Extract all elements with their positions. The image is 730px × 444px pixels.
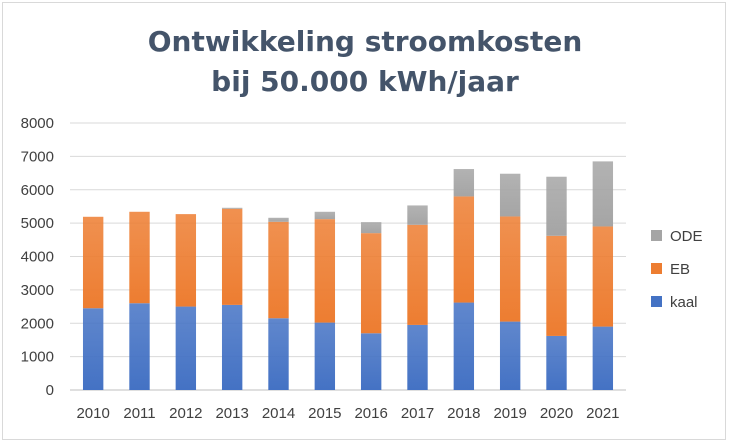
x-tick-label: 2011	[123, 405, 155, 422]
chart-title-line1: Ontwikkeling stroomkosten	[147, 25, 583, 58]
x-tick-label: 2018	[447, 405, 480, 422]
y-tick-label: 7000	[21, 148, 54, 165]
y-tick-label: 8000	[21, 115, 54, 132]
x-tick-label: 2020	[540, 405, 573, 422]
bar-segment-kaal	[360, 333, 382, 390]
y-tick-label: 0	[46, 382, 54, 399]
bar-segment-kaal	[82, 308, 104, 390]
legend-swatch-EB	[651, 263, 662, 274]
x-tick-label: 2016	[354, 405, 387, 422]
bar-segment-EB	[499, 216, 521, 322]
bar-segment-EB	[221, 208, 243, 305]
x-tick-label: 2013	[215, 405, 248, 422]
bar-segment-kaal	[546, 335, 567, 390]
bar-segment-kaal	[592, 326, 614, 390]
y-tick-label: 5000	[21, 215, 54, 232]
bar-segment-EB	[360, 233, 382, 334]
y-tick-label: 6000	[21, 182, 54, 199]
x-tick-label: 2010	[76, 405, 109, 422]
bar-segment-ODE	[592, 161, 614, 227]
bar-segment-kaal	[221, 304, 243, 390]
bar-segment-ODE	[453, 169, 475, 197]
legend-label: kaal	[670, 294, 698, 311]
bar-segment-ODE	[314, 211, 336, 220]
x-tick-label: 2017	[401, 405, 434, 422]
bar-segment-EB	[546, 235, 567, 336]
y-tick-label: 1000	[21, 349, 54, 366]
bar-segment-kaal	[499, 321, 521, 390]
x-tick-label: 2019	[493, 405, 526, 422]
bar-segment-EB	[175, 214, 197, 307]
bar-segment-kaal	[175, 306, 197, 390]
bar-segment-kaal	[268, 318, 289, 390]
legend-swatch-ODE	[651, 230, 662, 241]
x-tick-label: 2015	[308, 405, 341, 422]
bar-segment-ODE	[499, 173, 521, 217]
y-tick-label: 4000	[21, 249, 54, 266]
bar-segment-EB	[82, 216, 104, 309]
chart-title: Ontwikkeling stroomkosten bij 50.000 kWh…	[0, 22, 730, 102]
bar-segment-EB	[129, 211, 150, 304]
bar-segment-EB	[314, 219, 336, 323]
bar-segment-kaal	[453, 302, 475, 390]
bar-segment-EB	[407, 224, 428, 325]
chart-title-line2: bij 50.000 kWh/jaar	[211, 65, 519, 98]
bar-segment-kaal	[407, 324, 428, 390]
y-tick-label: 3000	[21, 282, 54, 299]
bar-segment-EB	[268, 221, 289, 319]
bar-segment-EB	[592, 226, 614, 327]
bar-segment-ODE	[407, 205, 428, 225]
legend-label: ODE	[670, 228, 703, 245]
legend-label: EB	[670, 261, 690, 278]
y-tick-label: 2000	[21, 315, 54, 332]
bar-segment-ODE	[546, 176, 567, 236]
bar-segment-EB	[453, 196, 475, 303]
bar-segment-kaal	[314, 322, 336, 390]
x-tick-label: 2014	[262, 405, 295, 422]
bar-segment-ODE	[221, 207, 243, 209]
bar-segment-kaal	[129, 303, 150, 390]
legend-swatch-kaal	[651, 296, 662, 307]
bar-segment-ODE	[268, 217, 289, 222]
bar-segment-ODE	[360, 222, 382, 234]
x-tick-label: 2012	[169, 405, 202, 422]
x-tick-label: 2021	[586, 405, 619, 422]
